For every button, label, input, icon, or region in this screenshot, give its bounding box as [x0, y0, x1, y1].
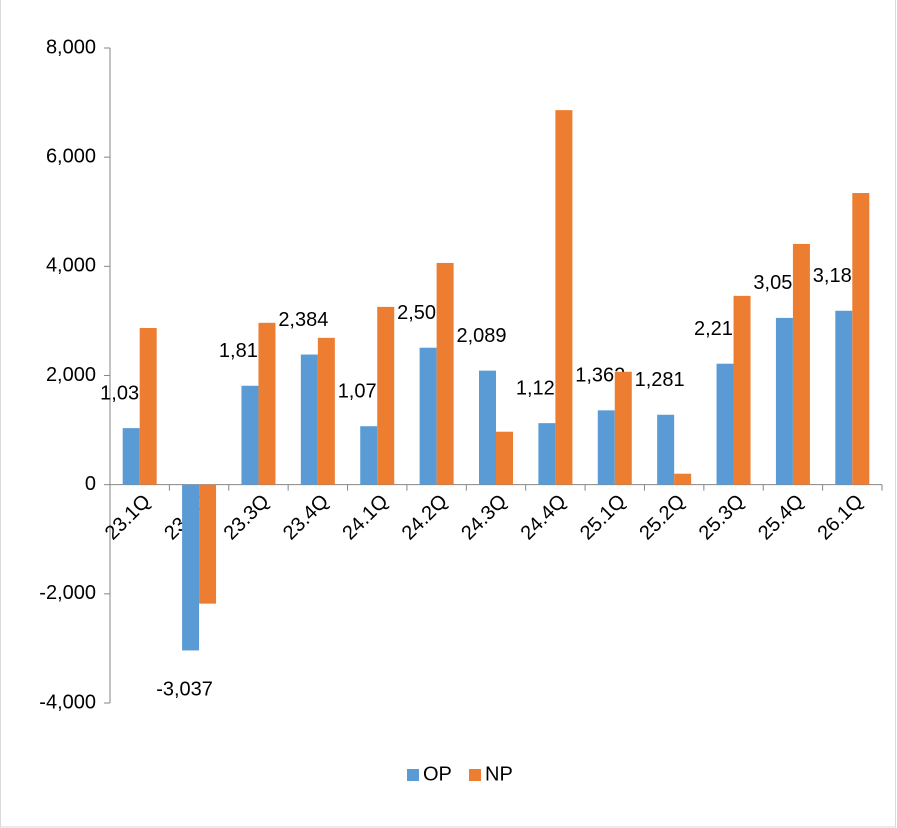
- x-tick-label: 25.4Q: [754, 490, 808, 544]
- y-tick-label: -4,000: [39, 691, 96, 713]
- bar: [835, 310, 853, 485]
- bar: [775, 317, 793, 485]
- data-label: 2,089: [456, 325, 506, 347]
- data-label: 3,055: [753, 272, 803, 294]
- legend-label: NP: [485, 763, 513, 785]
- x-tick-label: 25.3Q: [695, 490, 749, 544]
- y-tick-label: 2,000: [46, 364, 96, 386]
- bar: [496, 431, 513, 485]
- bar: [657, 414, 675, 485]
- data-label: 1,281: [635, 369, 685, 391]
- bar: [538, 423, 556, 485]
- legend-label: OP: [423, 763, 452, 785]
- bar: [258, 322, 276, 485]
- bar: [317, 337, 335, 485]
- data-label: 1,812: [219, 340, 269, 362]
- bar: [733, 295, 751, 485]
- x-tick-label: 25.2Q: [635, 490, 689, 544]
- bar: [377, 306, 395, 485]
- bar: [199, 484, 217, 604]
- x-tick-label: 25.1Q: [576, 490, 630, 544]
- bar: [182, 484, 200, 651]
- data-label: 1,071: [338, 380, 388, 402]
- bar: [241, 385, 259, 485]
- x-tick-label: 24.1Q: [338, 490, 392, 544]
- legend-swatch: [407, 769, 419, 781]
- bar: [852, 193, 870, 485]
- legend-swatch: [469, 769, 481, 781]
- data-label: 2,509: [397, 302, 447, 324]
- bar: [122, 428, 140, 485]
- bar: [716, 363, 734, 485]
- y-tick-label: -2,000: [39, 582, 96, 604]
- y-tick-label: 4,000: [46, 255, 96, 277]
- bar: [300, 354, 318, 485]
- bar: [597, 410, 615, 485]
- bar: [139, 328, 157, 485]
- y-tick-label: 6,000: [46, 145, 96, 167]
- x-tick-label: 26.1Q: [813, 490, 867, 544]
- data-label: 1,127: [516, 377, 566, 399]
- y-tick-label: 0: [85, 473, 96, 495]
- x-tick-label: 23.4Q: [279, 490, 333, 544]
- bar: [436, 262, 454, 485]
- x-tick-label: 23.3Q: [220, 490, 274, 544]
- data-label: 1,362: [575, 365, 625, 387]
- bar: [360, 426, 378, 485]
- bar: [674, 473, 692, 485]
- data-label: 2,216: [694, 318, 744, 340]
- x-tick-label: 24.2Q: [398, 490, 452, 544]
- bar: [614, 371, 632, 485]
- x-tick-label: 24.4Q: [517, 490, 571, 544]
- bar: [792, 243, 810, 485]
- x-tick-label: 23.1Q: [101, 490, 155, 544]
- bar: [419, 347, 437, 485]
- bar: [555, 110, 573, 485]
- data-label: -3,037: [156, 679, 213, 701]
- y-tick-label: 8,000: [46, 36, 96, 58]
- data-label: 3,186: [813, 265, 863, 287]
- data-label: 2,384: [278, 309, 328, 331]
- x-tick-label: 24.3Q: [457, 490, 511, 544]
- data-label: 1,036: [100, 382, 150, 404]
- bar: [479, 370, 496, 485]
